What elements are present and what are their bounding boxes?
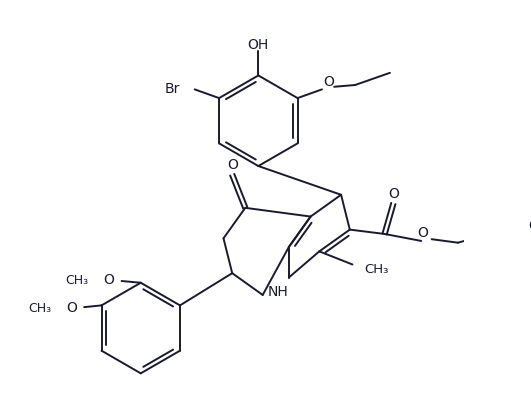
- Text: CH₃: CH₃: [365, 263, 389, 275]
- Text: O: O: [66, 300, 77, 314]
- Text: O: O: [388, 186, 399, 200]
- Text: CH₃: CH₃: [65, 273, 89, 286]
- Text: O: O: [227, 158, 238, 172]
- Text: CH₃: CH₃: [28, 301, 51, 314]
- Text: Br: Br: [165, 81, 180, 95]
- Text: O: O: [417, 226, 429, 240]
- Text: OH: OH: [248, 38, 269, 52]
- Text: NH: NH: [268, 285, 289, 299]
- Text: O: O: [323, 75, 335, 89]
- Text: O: O: [528, 219, 531, 233]
- Text: O: O: [104, 273, 115, 287]
